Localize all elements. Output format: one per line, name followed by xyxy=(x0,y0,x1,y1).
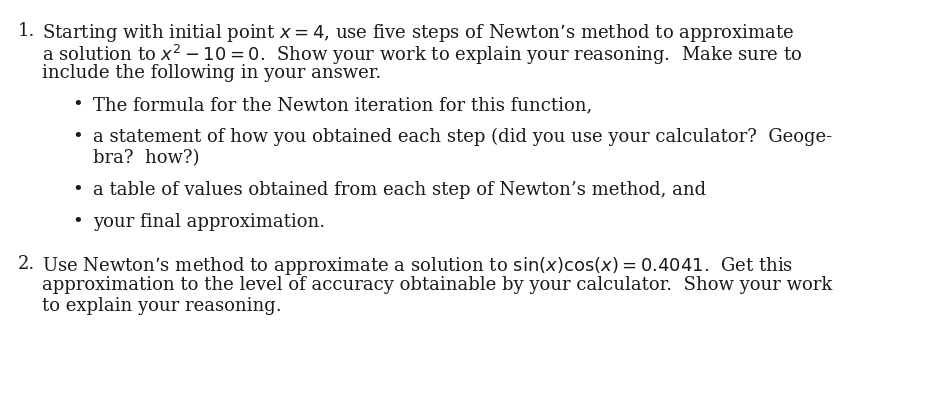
Text: •: • xyxy=(72,213,83,231)
Text: bra?  how?): bra? how?) xyxy=(93,149,199,167)
Text: a table of values obtained from each step of Newton’s method, and: a table of values obtained from each ste… xyxy=(93,181,706,199)
Text: •: • xyxy=(72,96,83,114)
Text: a statement of how you obtained each step (did you use your calculator?  Geoge-: a statement of how you obtained each ste… xyxy=(93,128,832,146)
Text: your final approximation.: your final approximation. xyxy=(93,213,325,231)
Text: a solution to $x^2 - 10 = 0$.  Show your work to explain your reasoning.  Make s: a solution to $x^2 - 10 = 0$. Show your … xyxy=(42,43,803,67)
Text: The formula for the Newton iteration for this function,: The formula for the Newton iteration for… xyxy=(93,96,593,114)
Text: to explain your reasoning.: to explain your reasoning. xyxy=(42,297,282,315)
Text: 1.: 1. xyxy=(18,22,36,40)
Text: •: • xyxy=(72,128,83,146)
Text: •: • xyxy=(72,181,83,199)
Text: approximation to the level of accuracy obtainable by your calculator.  Show your: approximation to the level of accuracy o… xyxy=(42,276,832,294)
Text: 2.: 2. xyxy=(18,255,36,273)
Text: Starting with initial point $x = 4$, use five steps of Newton’s method to approx: Starting with initial point $x = 4$, use… xyxy=(42,22,794,44)
Text: include the following in your answer.: include the following in your answer. xyxy=(42,64,381,82)
Text: Use Newton’s method to approximate a solution to $\sin(x)\cos(x) = 0.4041$.  Get: Use Newton’s method to approximate a sol… xyxy=(42,255,793,277)
